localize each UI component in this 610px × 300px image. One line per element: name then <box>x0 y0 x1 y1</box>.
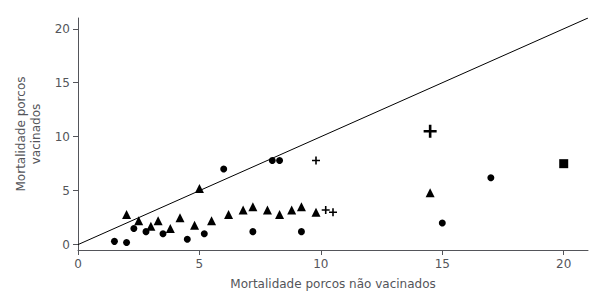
svg-text:10: 10 <box>55 130 70 144</box>
svg-text:0: 0 <box>74 257 82 271</box>
svg-text:5: 5 <box>196 257 204 271</box>
svg-text:20: 20 <box>55 22 70 36</box>
svg-text:5: 5 <box>62 184 70 198</box>
svg-text:20: 20 <box>556 257 571 271</box>
svg-text:0: 0 <box>62 238 70 252</box>
svg-text:10: 10 <box>313 257 328 271</box>
svg-text:15: 15 <box>435 257 450 271</box>
svg-text:vacinados: vacinados <box>29 104 43 165</box>
svg-text:15: 15 <box>55 76 70 90</box>
svg-text:Mortalidade porcos: Mortalidade porcos <box>14 77 28 192</box>
svg-text:Mortalidade porcos não vacinad: Mortalidade porcos não vacinados <box>230 277 435 291</box>
